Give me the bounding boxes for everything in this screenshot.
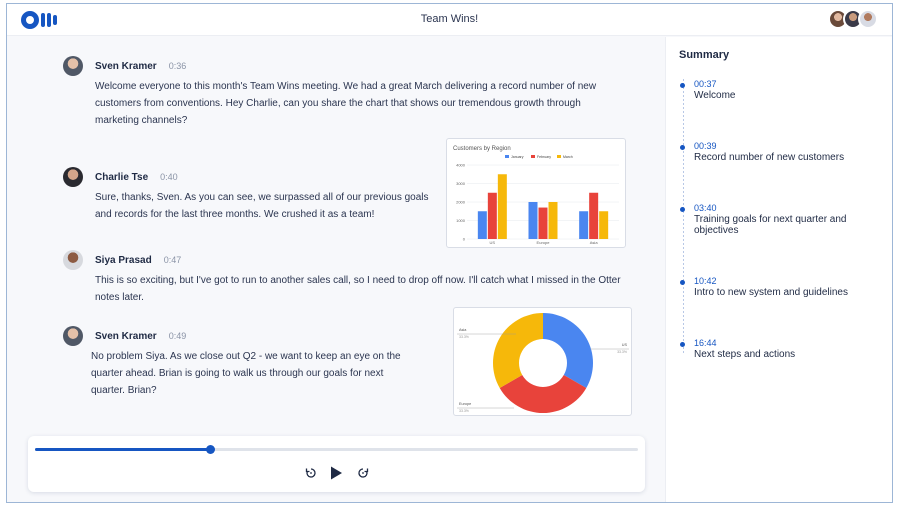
summary-time[interactable]: 00:39 bbox=[694, 141, 717, 151]
bar-chart: Customers by Region January February March… bbox=[453, 146, 619, 245]
progress-track[interactable] bbox=[35, 445, 638, 454]
avatar[interactable] bbox=[63, 56, 83, 76]
bar bbox=[579, 211, 589, 239]
legend-swatch bbox=[557, 155, 561, 158]
transcript-message: Sven Kramer 0:36 Welcome everyone to thi… bbox=[63, 56, 596, 129]
timestamp[interactable]: 0:49 bbox=[168, 331, 187, 341]
summary-label[interactable]: Next steps and actions bbox=[694, 349, 796, 360]
bar bbox=[528, 202, 538, 239]
donut-chart-card: US 33.3% Europe 33.3% Asia 33.3% bbox=[453, 307, 632, 416]
slice-label: US bbox=[622, 343, 628, 347]
bar bbox=[599, 211, 609, 239]
summary-panel: Summary 00:37 Welcome 00:39 Record numbe… bbox=[665, 37, 892, 502]
speaker-name[interactable]: Siya Prasad bbox=[95, 254, 152, 266]
donut-slice bbox=[499, 375, 587, 413]
x-tick-label: Europe bbox=[537, 240, 551, 245]
transcript-message: Charlie Tse 0:40 Sure, thanks, Sven. As … bbox=[63, 167, 443, 223]
participant-avatars[interactable] bbox=[828, 9, 878, 29]
legend-label: March bbox=[563, 155, 573, 159]
forward-icon[interactable] bbox=[356, 466, 370, 480]
transcript-message: Sven Kramer 0:49 No problem Siya. As we … bbox=[63, 326, 423, 399]
bar bbox=[538, 207, 548, 239]
timestamp[interactable]: 0:47 bbox=[163, 255, 182, 265]
y-tick-label: 4000 bbox=[456, 163, 466, 168]
transcript-message: Siya Prasad 0:47 This is so exciting, bu… bbox=[63, 250, 623, 306]
otter-logo[interactable] bbox=[21, 10, 57, 30]
bar bbox=[477, 211, 487, 239]
summary-time[interactable]: 16:44 bbox=[694, 338, 717, 348]
bar bbox=[497, 174, 507, 239]
rewind-icon[interactable] bbox=[304, 466, 318, 480]
speaker-name[interactable]: Sven Kramer bbox=[95, 60, 157, 72]
message-text: No problem Siya. As we close out Q2 - we… bbox=[91, 351, 401, 396]
avatar[interactable] bbox=[63, 326, 83, 346]
summary-label[interactable]: Welcome bbox=[694, 90, 736, 101]
bar bbox=[487, 192, 497, 239]
speaker-name[interactable]: Charlie Tse bbox=[95, 171, 149, 183]
play-icon[interactable] bbox=[330, 466, 344, 480]
bar bbox=[548, 202, 558, 239]
timeline-dot bbox=[680, 145, 685, 150]
slice-pct: 33.3% bbox=[617, 350, 627, 354]
summary-time[interactable]: 03:40 bbox=[694, 203, 717, 213]
y-tick-label: 0 bbox=[463, 237, 466, 242]
legend-label: February bbox=[537, 155, 551, 159]
summary-label[interactable]: Training goals for next quarter and obje… bbox=[694, 214, 847, 236]
logo-bar bbox=[53, 15, 57, 25]
slice-label: Europe bbox=[459, 402, 471, 406]
y-tick-label: 1000 bbox=[456, 218, 466, 223]
message-text: Welcome everyone to this month's Team Wi… bbox=[95, 81, 597, 126]
avatar[interactable] bbox=[63, 250, 83, 270]
x-tick-label: US bbox=[490, 240, 496, 245]
y-tick-label: 3000 bbox=[456, 181, 466, 186]
timeline-dot bbox=[680, 280, 685, 285]
avatar[interactable] bbox=[858, 9, 878, 29]
timeline-dot bbox=[680, 342, 685, 347]
bar-chart-card: Customers by Region January February March… bbox=[446, 138, 626, 248]
progress-handle[interactable] bbox=[205, 445, 215, 454]
timestamp[interactable]: 0:36 bbox=[168, 61, 187, 71]
timestamp[interactable]: 0:40 bbox=[160, 172, 178, 182]
summary-time[interactable]: 10:42 bbox=[694, 276, 717, 286]
header: Team Wins! bbox=[7, 4, 892, 36]
y-tick-label: 2000 bbox=[456, 200, 466, 205]
logo-bar bbox=[41, 13, 45, 27]
audio-player bbox=[28, 436, 645, 492]
donut-slice bbox=[493, 313, 543, 388]
logo-ring bbox=[21, 11, 39, 29]
transcript: Sven Kramer 0:36 Welcome everyone to thi… bbox=[7, 37, 665, 502]
slice-pct: 33.3% bbox=[459, 335, 469, 339]
legend-swatch bbox=[505, 155, 509, 158]
x-tick-label: Asia bbox=[590, 240, 599, 245]
timeline-dot bbox=[680, 207, 685, 212]
donut-chart: US 33.3% Europe 33.3% Asia 33.3% bbox=[457, 313, 629, 413]
donut-slice bbox=[543, 313, 593, 388]
summary-title: Summary bbox=[679, 49, 730, 61]
slice-pct: 33.3% bbox=[459, 409, 469, 413]
chart-title: Customers by Region bbox=[453, 146, 511, 152]
progress-fill bbox=[35, 448, 210, 451]
avatar[interactable] bbox=[63, 167, 83, 187]
app-window: Team Wins! Sven Kramer 0:36 Welcome ever… bbox=[6, 3, 893, 503]
message-text: This is so exciting, but I've got to run… bbox=[95, 275, 621, 303]
playback-controls bbox=[28, 466, 645, 480]
page-title: Team Wins! bbox=[420, 13, 479, 25]
summary-label[interactable]: Record number of new customers bbox=[694, 152, 845, 163]
speaker-name[interactable]: Sven Kramer bbox=[95, 330, 157, 342]
legend-label: January bbox=[511, 155, 524, 159]
legend-swatch bbox=[531, 155, 535, 158]
message-text: Sure, thanks, Sven. As you can see, we s… bbox=[95, 192, 429, 220]
timeline-dot bbox=[680, 83, 685, 88]
summary-time[interactable]: 00:37 bbox=[694, 79, 717, 89]
logo-bar bbox=[47, 13, 51, 27]
summary-label[interactable]: Intro to new system and guidelines bbox=[694, 287, 848, 298]
bar bbox=[589, 192, 599, 239]
timeline-line bbox=[683, 79, 684, 354]
slice-label: Asia bbox=[459, 328, 467, 332]
